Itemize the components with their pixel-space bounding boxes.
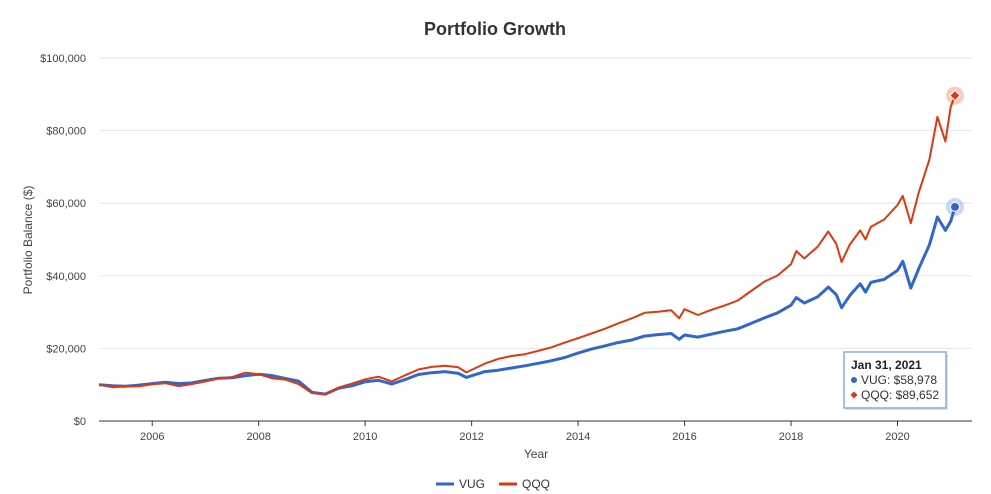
y-axis-label: Portfolio Balance ($) — [21, 186, 35, 295]
legend-item-vug[interactable]: VUG — [436, 477, 485, 491]
legend-label-qqq: QQQ — [522, 477, 550, 491]
series-line-qqq — [98, 95, 956, 396]
tooltip-title: Jan 31, 2021 — [851, 358, 922, 372]
x-tick-label: 2006 — [140, 431, 164, 443]
y-tick-label: $20,000 — [46, 343, 86, 355]
chart-title: Portfolio Growth — [424, 19, 566, 39]
legend[interactable]: VUG QQQ — [436, 477, 550, 491]
endpoint-marker-qqq[interactable] — [949, 89, 961, 102]
x-axis-ticks: 2006 2008 2010 2012 2014 2016 2018 2020 — [140, 421, 910, 443]
tooltip-row-vug: VUG: $58,978 — [861, 373, 937, 387]
x-tick-label: 2010 — [353, 431, 377, 443]
series-lines — [98, 95, 957, 396]
y-tick-label: $60,000 — [46, 198, 86, 210]
y-tick-label: $80,000 — [46, 126, 86, 138]
y-axis-ticks: $0 $20,000 $40,000 $60,000 $80,000 $100,000 — [40, 53, 86, 428]
x-tick-label: 2014 — [566, 431, 590, 443]
y-tick-label: $40,000 — [46, 271, 86, 283]
y-tick-label: $100,000 — [40, 53, 86, 65]
legend-label-vug: VUG — [459, 477, 485, 491]
tooltip-qqq-diamond — [850, 391, 858, 399]
x-tick-label: 2020 — [885, 431, 909, 443]
tooltip-vug-dot — [851, 377, 857, 383]
endpoint-markers — [945, 86, 964, 216]
y-tick-label: $0 — [74, 416, 86, 428]
grid-lines — [99, 57, 972, 422]
x-tick-label: 2008 — [246, 431, 270, 443]
legend-item-qqq[interactable]: QQQ — [499, 477, 550, 491]
x-axis-label: Year — [524, 447, 548, 461]
x-tick-label: 2016 — [672, 431, 696, 443]
tooltip-box — [843, 351, 947, 409]
tooltip-row-qqq: QQQ: $89,652 — [861, 388, 939, 402]
x-tick-label: 2012 — [459, 431, 483, 443]
x-tick-label: 2018 — [779, 431, 803, 443]
endpoint-marker-vug[interactable] — [949, 201, 960, 212]
